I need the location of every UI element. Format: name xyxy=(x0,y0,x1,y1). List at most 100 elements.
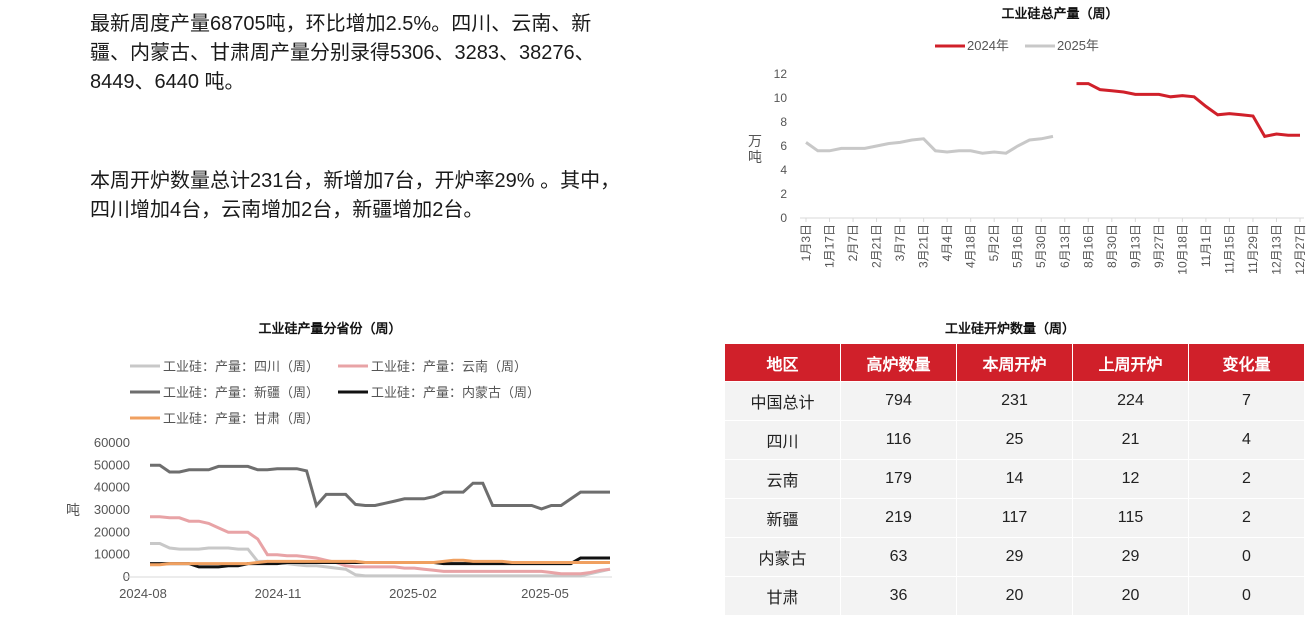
total-xtick-label: 5月30日 xyxy=(1034,224,1048,268)
prov-ytick-label: 10000 xyxy=(94,547,130,562)
table-cell: 新疆 xyxy=(724,498,841,538)
table-cell: 甘肃 xyxy=(724,576,841,616)
total-xtick-label: 3月21日 xyxy=(917,224,931,268)
chart-total-ylabel-wan: 万 xyxy=(748,133,762,149)
summary-production-text: 最新周度产量68705吨，环比增加2.5%。四川、云南、新疆、内蒙古、甘肃周产量… xyxy=(90,13,595,93)
table-cell: 2 xyxy=(1188,498,1305,538)
prov-xtick-label: 2024-11 xyxy=(255,586,302,601)
table-cell: 224 xyxy=(1072,381,1189,421)
chart-total-title: 工业硅总产量（周） xyxy=(1001,6,1119,21)
table-header-cell: 地区 xyxy=(724,343,841,382)
table-cell: 219 xyxy=(840,498,957,538)
legend-label-新疆: 工业硅：产量：新疆（周） xyxy=(163,385,319,400)
total-xtick-label: 11月29日 xyxy=(1246,224,1260,274)
table-header-cell: 高炉数量 xyxy=(840,343,957,382)
total-xtick-label: 12月27日 xyxy=(1293,224,1307,275)
table-row: 新疆 219 117 115 2 xyxy=(724,498,1305,538)
table-cell: 7 xyxy=(1188,381,1305,421)
total-xtick-label: 1月3日 xyxy=(799,224,813,261)
chart-province-production: 工业硅：产量：四川（周） 工业硅：产量：云南（周） 工业硅：产量：新疆（周） 工业硅：… xyxy=(66,359,612,601)
total-series-line-2025年 xyxy=(805,134,1054,155)
total-xtick-label: 12月13日 xyxy=(1269,224,1283,275)
table-cell: 63 xyxy=(840,537,957,577)
prov-series-line-云南 xyxy=(150,515,611,576)
prov-ytick-label: 30000 xyxy=(94,502,130,517)
total-xtick-label: 6月13日 xyxy=(1058,224,1072,268)
table-cell: 231 xyxy=(956,381,1073,421)
table-cell: 20 xyxy=(1072,576,1189,616)
total-xtick-label: 1月17日 xyxy=(823,224,837,268)
prov-xtick-label: 2025-02 xyxy=(389,586,437,601)
total-ytick-label: 2 xyxy=(780,187,787,201)
table-cell: 12 xyxy=(1072,459,1189,499)
table-row: 云南 179 14 12 2 xyxy=(724,459,1305,499)
chart-total-production: 2024年 2025年 0 2 4 6 8 10 12 1月3日 1月17日 2月7日 2月21日… xyxy=(748,38,1307,275)
prov-ytick-label: 20000 xyxy=(94,524,130,539)
total-xtick-label: 10月18日 xyxy=(1175,224,1189,275)
total-xtick-label: 11月15日 xyxy=(1222,224,1236,274)
summary-furnace-text: 本周开炉数量总计231台，新增加7台，开炉率29% 。其中，四川增加4台，云南增… xyxy=(90,170,621,221)
table-cell: 4 xyxy=(1188,420,1305,460)
total-xtick-label: 4月4日 xyxy=(940,224,954,261)
table-cell: 0 xyxy=(1188,537,1305,577)
table-cell: 20 xyxy=(956,576,1073,616)
legend-2025-label: 2025年 xyxy=(1057,38,1099,53)
table-cell: 29 xyxy=(1072,537,1189,577)
legend-label-四川: 工业硅：产量：四川（周） xyxy=(163,359,319,374)
table-cell: 四川 xyxy=(724,420,841,460)
chart-total-legend: 2024年 2025年 xyxy=(935,38,1099,53)
prov-series-line-四川 xyxy=(150,542,611,578)
table-cell: 29 xyxy=(956,537,1073,577)
total-xtick-label: 8月30日 xyxy=(1105,224,1119,268)
table-cell: 14 xyxy=(956,459,1073,499)
prov-ytick-label: 60000 xyxy=(94,435,130,450)
table-cell: 中国总计 xyxy=(724,381,841,421)
total-xtick-label: 8月16日 xyxy=(1081,224,1095,268)
prov-series-line-新疆 xyxy=(150,463,610,511)
total-xtick-label: 9月27日 xyxy=(1152,224,1166,268)
total-xtick-label: 9月13日 xyxy=(1128,224,1142,268)
table-cell: 115 xyxy=(1072,498,1189,538)
table-header-cell: 上周开炉 xyxy=(1072,343,1189,382)
table-row: 内蒙古 63 29 29 0 xyxy=(724,537,1305,577)
table-header-cell: 变化量 xyxy=(1188,343,1305,382)
table-cell: 794 xyxy=(840,381,957,421)
table-cell: 0 xyxy=(1188,576,1305,616)
prov-ytick-label: 40000 xyxy=(94,480,130,495)
table-cell: 云南 xyxy=(724,459,841,499)
total-xtick-label: 11月1日 xyxy=(1199,224,1213,267)
total-xtick-label: 4月18日 xyxy=(964,224,978,268)
prov-series-line-甘肃 xyxy=(150,558,610,567)
total-ytick-label: 8 xyxy=(780,115,787,129)
prov-xtick-label: 2025-05 xyxy=(521,586,569,601)
table-title: 工业硅开炉数量（周） xyxy=(944,321,1075,336)
furnace-table: 地区 高炉数量 本周开炉 上周开炉 变化量 中国总计 794 231 224 7 四川 116 25 2… xyxy=(724,343,1305,616)
legend-label-内蒙古: 工业硅：产量：内蒙古（周） xyxy=(371,385,540,400)
chart-total-ylabel-dun: 吨 xyxy=(748,149,762,165)
total-xtick-label: 5月2日 xyxy=(987,224,1001,261)
table-header-cell: 本周开炉 xyxy=(956,343,1073,382)
table-cell: 36 xyxy=(840,576,957,616)
total-ytick-label: 6 xyxy=(780,139,787,153)
chart-province-title: 工业硅产量分省份（周） xyxy=(258,321,402,336)
total-xtick-label: 3月7日 xyxy=(893,224,907,261)
table-cell: 内蒙古 xyxy=(724,537,841,577)
table-cell: 117 xyxy=(956,498,1073,538)
table-cell: 2 xyxy=(1188,459,1305,499)
chart-province-ylabel: 吨 xyxy=(66,502,80,518)
table-cell: 25 xyxy=(956,420,1073,460)
table-cell: 179 xyxy=(840,459,957,499)
table-row: 四川 116 25 21 4 xyxy=(724,420,1305,460)
total-ytick-label: 0 xyxy=(780,211,787,225)
total-series-line-2024年 xyxy=(1076,82,1300,139)
table-row: 甘肃 36 20 20 0 xyxy=(724,576,1305,616)
total-xtick-label: 2月7日 xyxy=(846,224,860,261)
table-header-row: 地区 高炉数量 本周开炉 上周开炉 变化量 xyxy=(724,343,1305,382)
legend-label-云南: 工业硅：产量：云南（周） xyxy=(371,359,527,374)
table-cell: 21 xyxy=(1072,420,1189,460)
legend-label-甘肃: 工业硅：产量：甘肃（周） xyxy=(163,411,319,426)
table-cell: 116 xyxy=(840,420,957,460)
total-ytick-label: 4 xyxy=(780,163,787,177)
total-ytick-label: 10 xyxy=(774,91,788,105)
total-ytick-label: 12 xyxy=(774,67,788,81)
